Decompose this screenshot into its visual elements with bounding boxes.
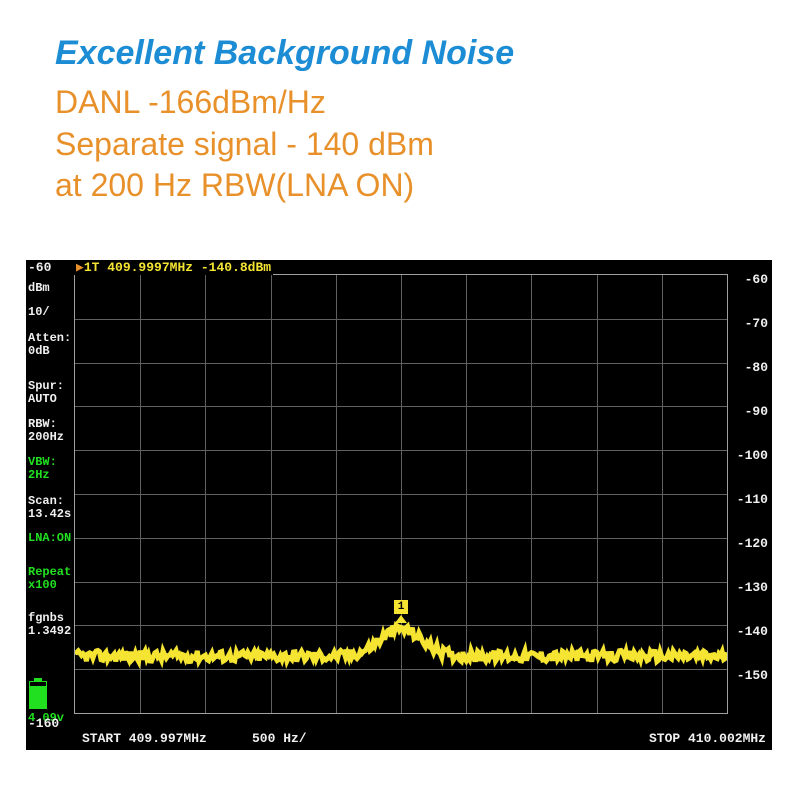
y-tick-right: -150 (737, 668, 768, 683)
marker-readout-text: 1T 409.9997MHz -140.8dBm (84, 260, 271, 275)
battery-fill (30, 686, 46, 708)
marker-readout-arrow: ▶ (76, 260, 84, 275)
y-tick-right: -140 (737, 624, 768, 639)
subhead-line1: DANL -166dBm/Hz (55, 82, 434, 124)
setting-spur: Spur:AUTO (28, 380, 64, 406)
y-tick-right: -120 (737, 536, 768, 551)
spectrum-trace (75, 275, 727, 713)
left-settings-panel: dBm 10/ Atten:0dB Spur:AUTO RBW:200Hz VBW:2… (26, 260, 74, 750)
y-tick-right: -80 (745, 360, 768, 375)
subhead-line2: Separate signal - 140 dBm (55, 124, 434, 166)
setting-fgnbs: fgnbs1.3492 (28, 612, 71, 638)
marker-triangle-icon (395, 615, 407, 623)
y-tick-right: -90 (745, 404, 768, 419)
start-freq-label: START 409.997MHz (82, 731, 207, 746)
y-tick-right: -130 (737, 580, 768, 595)
subhead-line3: at 200 Hz RBW(LNA ON) (55, 165, 434, 207)
marker-readout: ▶1T 409.9997MHz -140.8dBm (74, 260, 273, 275)
setting-atten: Atten:0dB (28, 332, 71, 358)
setting-scan: Scan:13.42s (28, 495, 71, 521)
bottom-status-strip: START 409.997MHz 500 Hz/ STOP 410.002MHz (26, 730, 772, 750)
setting-vbw: VBW:2Hz (28, 456, 57, 482)
setting-lnaon: LNA:ON (28, 532, 71, 545)
marker-flag[interactable]: 1 (394, 600, 408, 614)
battery-icon (29, 681, 47, 709)
setting-repeat: Repeat x100 (28, 566, 71, 592)
y-tick-right: -60 (745, 272, 768, 287)
y-per-div-label: 10/ (28, 306, 50, 319)
y-tick-right: -100 (737, 448, 768, 463)
y-tick-right: -70 (745, 316, 768, 331)
sub-heading: DANL -166dBm/Hz Separate signal - 140 dB… (55, 82, 434, 207)
marker-label: 1 (398, 601, 405, 613)
span-per-div-label: 500 Hz/ (252, 731, 307, 746)
setting-rbw: RBW:200Hz (28, 418, 64, 444)
spectrum-analyzer-screen: -60 dBm 10/ Atten:0dB Spur:AUTO RBW:200Hz V… (26, 260, 772, 750)
y-ref-bottom: -160 (28, 716, 59, 731)
y-unit-label: dBm (28, 282, 50, 295)
heading: Excellent Background Noise (55, 34, 514, 73)
y-tick-right: -110 (737, 492, 768, 507)
plot-area[interactable]: 1 (74, 274, 728, 714)
stop-freq-label: STOP 410.002MHz (649, 731, 766, 746)
